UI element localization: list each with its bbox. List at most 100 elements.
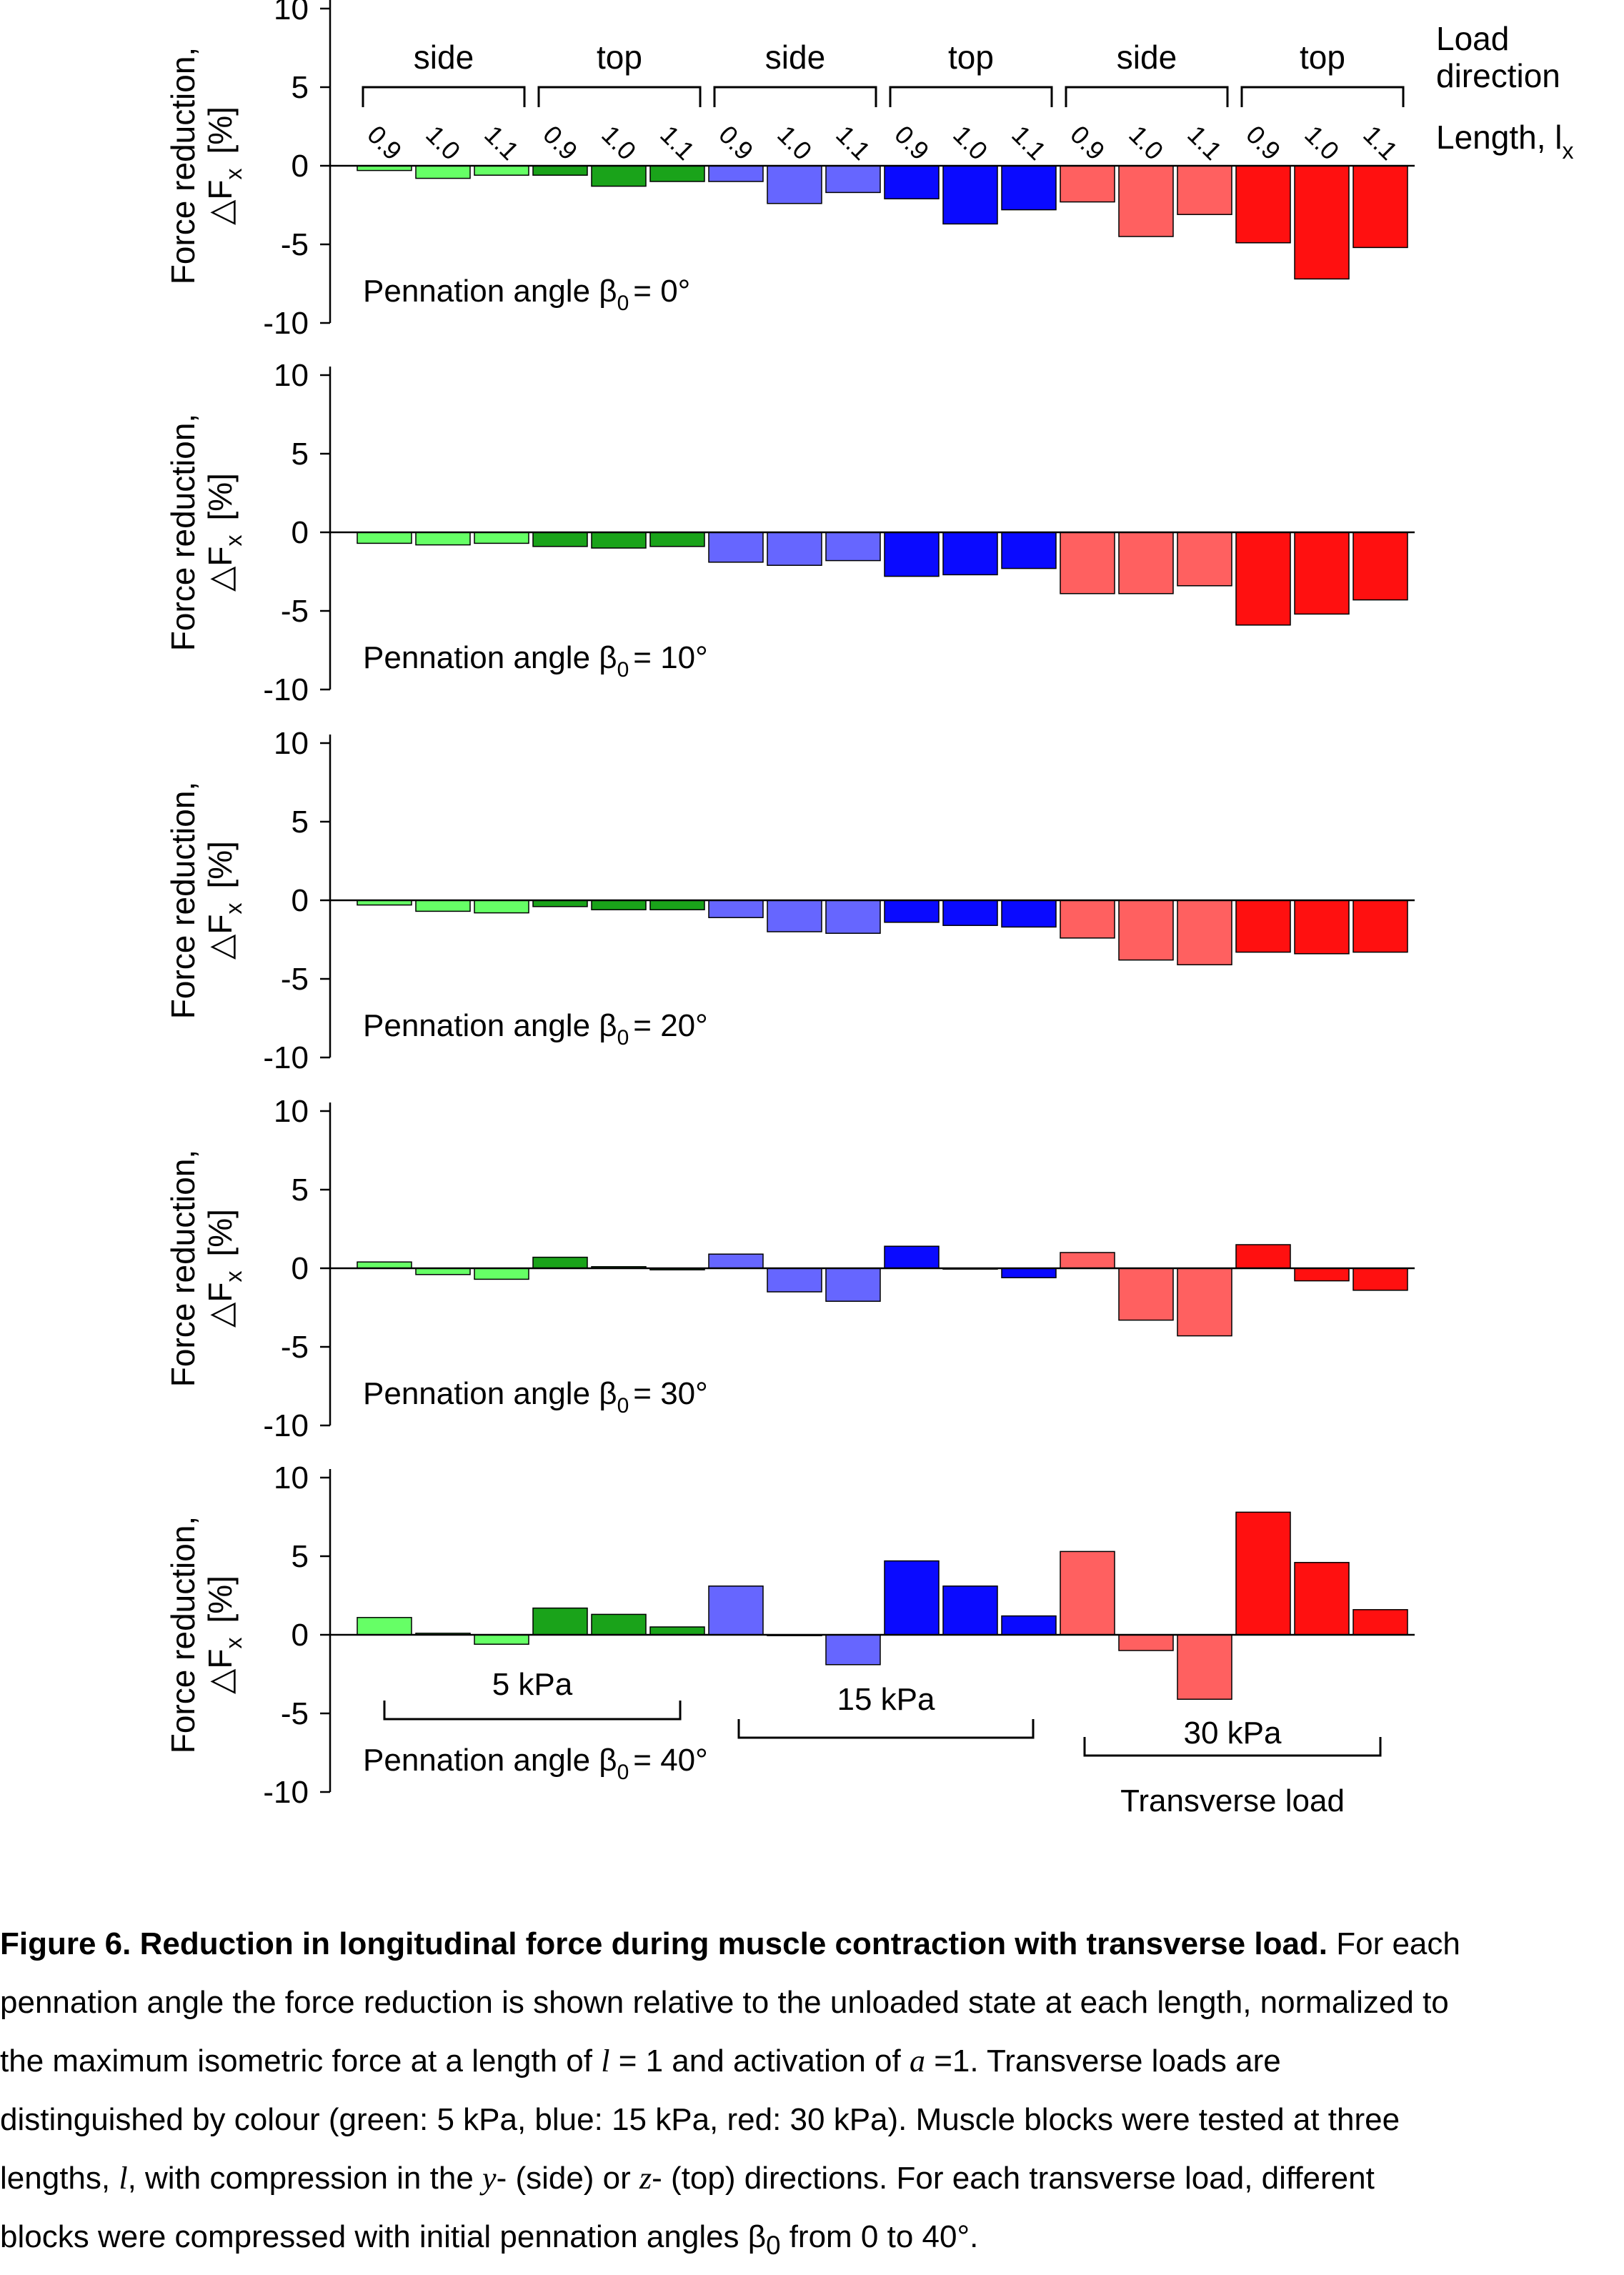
load-label: 5 kPa	[492, 1667, 573, 1702]
y-tick-label: 0	[292, 515, 309, 550]
y-tick-label: 5	[292, 1173, 309, 1208]
bar	[532, 165, 588, 176]
bar	[942, 532, 998, 576]
bar	[767, 165, 822, 204]
bar	[1294, 900, 1350, 955]
y-axis-label-line-2: △Fx[%]	[201, 473, 246, 592]
bar	[1060, 532, 1115, 594]
bar	[708, 900, 764, 918]
bar	[1118, 1268, 1174, 1321]
bar	[357, 1261, 412, 1269]
y-axis-label: Force reduction, △Fx[%]	[164, 782, 246, 1019]
y-axis-label: Force reduction, △Fx[%]	[164, 414, 246, 651]
transverse-load-label: Transverse load	[1120, 1783, 1345, 1818]
y-tick-label: 10	[274, 726, 309, 761]
caption-line-6: blocks were compressed with initial penn…	[0, 2219, 979, 2260]
bar	[1001, 165, 1057, 211]
direction-label: side	[414, 39, 474, 76]
bar	[825, 165, 881, 194]
bar	[1118, 900, 1174, 961]
bar	[649, 900, 705, 910]
load-label: 15 kPa	[837, 1682, 936, 1717]
top-annotations: side 0.9 1.0 1.1 top 0.9 1.0 1.1 side 0.9 1.0 1.1 to…	[362, 20, 1573, 166]
y-axis-label: Force reduction, △Fx[%]	[164, 1150, 246, 1387]
y-tick-label: 0	[292, 1251, 309, 1286]
bar	[1177, 1268, 1232, 1337]
pennation-angle-label: Pennation angle β0 = 20°	[363, 1008, 708, 1050]
y-tick-label: -10	[263, 1775, 309, 1810]
y-tick-label: -5	[281, 1696, 309, 1731]
bar	[1294, 1268, 1350, 1282]
panel-beta-3: 10 5 0 -5 -10 Force reduction, △Fx[%] Pennation…	[164, 1094, 1415, 1443]
y-tick-label: -10	[263, 306, 309, 341]
bar	[1235, 165, 1291, 244]
bar	[1294, 1562, 1350, 1636]
y-tick-label: 5	[292, 805, 309, 840]
load-label: 30 kPa	[1184, 1716, 1282, 1751]
bar	[1118, 1634, 1174, 1651]
bar	[1235, 1511, 1291, 1636]
pennation-angle-label: Pennation angle β0 = 10°	[363, 640, 708, 682]
y-tick-label: -10	[263, 672, 309, 707]
bar	[415, 1268, 471, 1275]
direction-label: top	[1300, 39, 1345, 76]
bar	[1352, 900, 1408, 953]
caption-line-2: pennation angle the force reduction is s…	[0, 1985, 1449, 2020]
pennation-angle-label: Pennation angle β0 = 40°	[363, 1743, 708, 1784]
y-axis-label-line-1: Force reduction,	[164, 782, 201, 1019]
y-axis-label-line-2: △Fx[%]	[201, 1575, 246, 1694]
y-tick-label: 5	[292, 70, 309, 105]
length-label: 1.0	[420, 119, 466, 165]
load-direction-label-line-1: Load	[1436, 20, 1509, 57]
direction-bracket	[362, 86, 526, 107]
figure-caption: Figure 6. Reduction in longitudinal forc…	[0, 1915, 1624, 2275]
caption-line-3: the maximum isometric force at a length …	[0, 2043, 1281, 2079]
y-tick-label: 5	[292, 437, 309, 472]
length-axis-label: Length, lx	[1436, 119, 1573, 164]
bar	[532, 900, 588, 907]
y-tick-label: 10	[274, 358, 309, 393]
y-axis-label-line-1: Force reduction,	[164, 1516, 201, 1753]
y-tick-label: -5	[281, 962, 309, 997]
bar	[357, 1617, 412, 1636]
bar	[1177, 1634, 1232, 1700]
y-axis-label-line-2: △Fx[%]	[201, 106, 246, 225]
bar	[825, 1634, 881, 1666]
y-axis-label-line-1: Force reduction,	[164, 1150, 201, 1387]
caption-line-5: lengths, l, with compression in the y- (…	[0, 2161, 1375, 2196]
pennation-angle-label: Pennation angle β0 = 0°	[363, 274, 690, 315]
length-label: 1.0	[947, 119, 993, 165]
y-axis-label-line-1: Force reduction,	[164, 414, 201, 651]
length-label: 0.9	[1240, 119, 1286, 165]
bar	[1352, 1609, 1408, 1636]
bar	[1060, 165, 1115, 203]
length-label: 1.0	[596, 119, 642, 165]
bar	[591, 1613, 647, 1636]
y-tick-label: -5	[281, 227, 309, 262]
bar	[1294, 165, 1350, 280]
bar	[649, 165, 705, 182]
bar	[1060, 900, 1115, 939]
bar	[649, 532, 705, 547]
y-tick-label: 10	[274, 1460, 309, 1495]
bar	[474, 1634, 529, 1645]
caption-line-4: distinguished by colour (green: 5 kPa, b…	[0, 2102, 1400, 2137]
length-label: 0.9	[362, 119, 407, 165]
direction-bracket	[1065, 86, 1229, 107]
bar	[767, 532, 822, 566]
load-direction-label-line-2: direction	[1436, 57, 1560, 94]
bar	[1235, 532, 1291, 626]
bar	[1235, 1244, 1291, 1269]
length-label: 1.1	[654, 119, 700, 165]
length-label: 1.1	[1006, 119, 1052, 165]
bar	[1177, 165, 1232, 215]
direction-label: side	[1117, 39, 1177, 76]
bar	[767, 900, 822, 932]
bar	[591, 165, 647, 187]
bar	[1352, 165, 1408, 249]
bar	[825, 900, 881, 934]
caption-title: Figure 6. Reduction in longitudinal forc…	[0, 1926, 1328, 1961]
pennation-angle-label: Pennation angle β0 = 30°	[363, 1376, 708, 1418]
